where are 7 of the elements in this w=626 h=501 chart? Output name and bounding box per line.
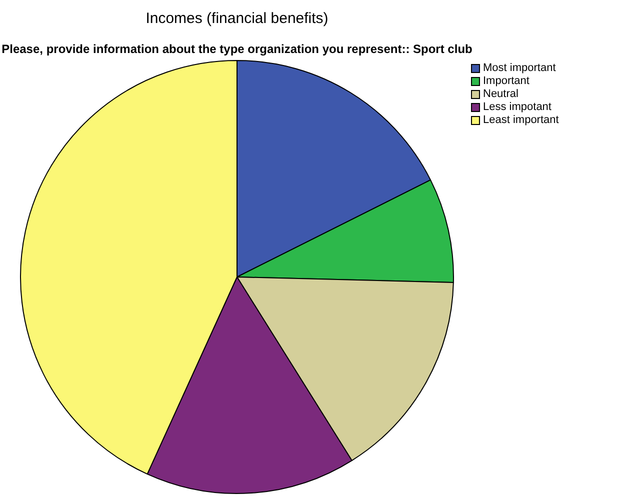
legend-label: Important: [483, 75, 530, 88]
chart-title: Incomes (financial benefits): [144, 10, 330, 27]
legend-label: Least important: [483, 114, 559, 127]
legend-label: Less impotant: [483, 101, 552, 114]
legend-label: Neutral: [483, 88, 518, 101]
chart-subtitle: Please, provide information about the type organization you represent:: Sport club: [0, 42, 474, 56]
legend-label: Most important: [483, 62, 556, 75]
